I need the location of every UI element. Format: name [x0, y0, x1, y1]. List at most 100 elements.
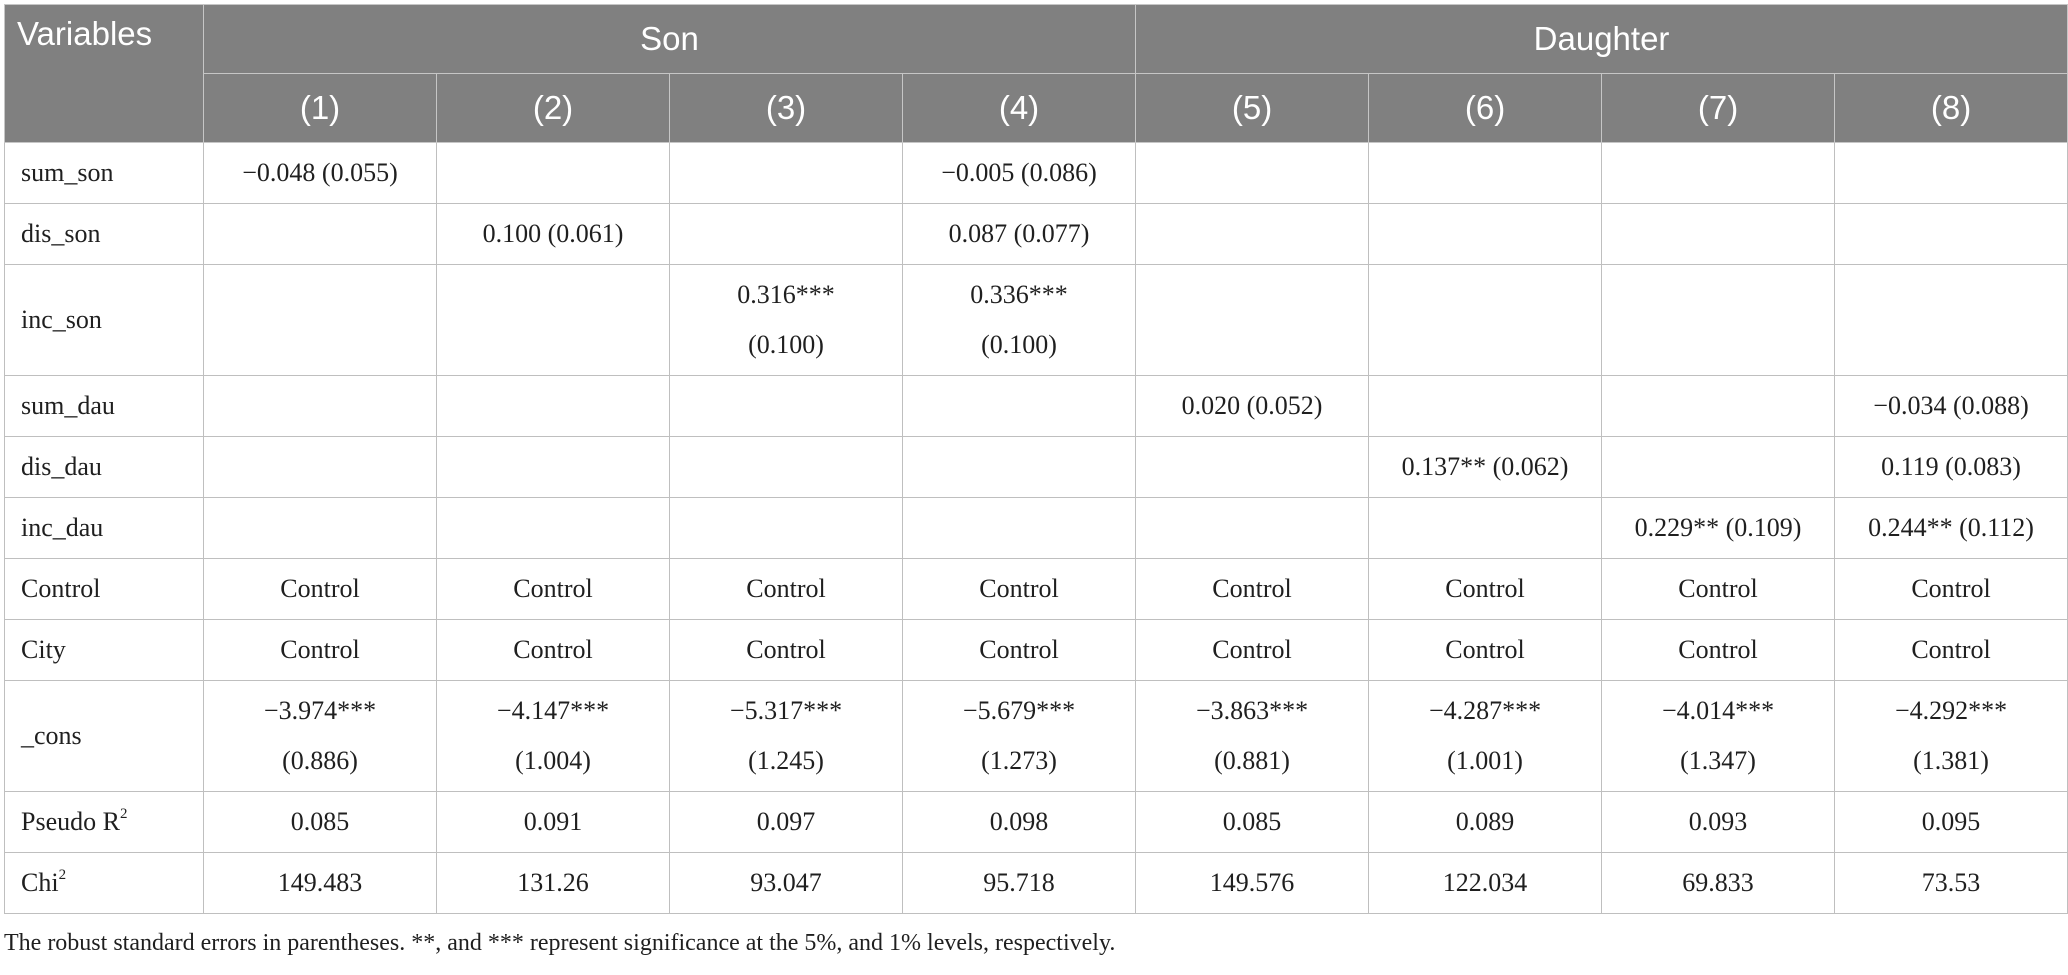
- row-label-text: Chi: [21, 868, 59, 897]
- table-row: Chi2 149.483 131.26 93.047 95.718 149.576 122.…: [4, 852, 2068, 914]
- table-cell: [1135, 203, 1370, 265]
- table-cell: Control: [203, 619, 437, 681]
- cell-std-error: (1.381): [1913, 746, 1989, 775]
- table-cell: [1135, 497, 1370, 559]
- table-body: sum_son −0.048 (0.055) −0.005 (0.086) dis_s…: [4, 142, 2068, 914]
- table-cell: [436, 142, 670, 204]
- table-cell: −4.014*** (1.347): [1601, 680, 1836, 792]
- table-cell: −0.034 (0.088): [1834, 375, 2068, 437]
- row-label: Control: [4, 558, 204, 620]
- row-label: City: [4, 619, 204, 681]
- table-cell: 0.085: [1135, 791, 1370, 853]
- cell-std-error: (1.347): [1680, 746, 1756, 775]
- cell-std-error: (0.100): [981, 330, 1057, 359]
- row-label: inc_son: [4, 264, 204, 376]
- cell-std-error: (1.001): [1447, 746, 1523, 775]
- table-row: dis_dau 0.137** (0.062) 0.119 (0.083): [4, 436, 2068, 498]
- row-label: inc_dau: [4, 497, 204, 559]
- cell-coefficient: −5.317***: [729, 696, 843, 725]
- row-label-text: sum_dau: [21, 391, 115, 420]
- cell-std-error: (0.881): [1214, 746, 1290, 775]
- cell-coefficient: −3.974***: [263, 696, 377, 725]
- table-cell: 0.089: [1368, 791, 1603, 853]
- table-cell: 0.095: [1834, 791, 2068, 853]
- table-cell: Control: [436, 619, 670, 681]
- cell-std-error: (1.004): [515, 746, 591, 775]
- table-cell: 0.097: [669, 791, 903, 853]
- header-row-groups: Variables Son Daughter: [4, 4, 2068, 143]
- row-label-text: _cons: [21, 721, 82, 750]
- row-label-text: dis_dau: [21, 452, 102, 481]
- regression-table: Variables Son Daughter (1) (2) (3) (4) (…: [4, 4, 2068, 914]
- regression-table-container: Variables Son Daughter (1) (2) (3) (4) (…: [4, 4, 2068, 914]
- table-cell: 0.100 (0.061): [436, 203, 670, 265]
- group-header-daughter: Daughter: [1135, 4, 2068, 74]
- table-cell: [1601, 142, 1836, 204]
- table-row: dis_son 0.100 (0.061) 0.087 (0.077): [4, 203, 2068, 265]
- table-cell: [1834, 142, 2068, 204]
- cell-std-error: (0.886): [282, 746, 358, 775]
- column-header: (7): [1601, 73, 1836, 143]
- table-row: Pseudo R2 0.085 0.091 0.097 0.098 0.085 0.089 0…: [4, 791, 2068, 853]
- table-cell: Control: [203, 558, 437, 620]
- table-header: Variables Son Daughter (1) (2) (3) (4) (…: [4, 4, 2068, 143]
- column-header: (3): [669, 73, 903, 143]
- table-cell: [669, 375, 903, 437]
- table-cell: 0.137** (0.062): [1368, 436, 1603, 498]
- table-cell: 149.576: [1135, 852, 1370, 914]
- cell-coefficient: −4.292***: [1894, 696, 2008, 725]
- table-cell: −4.287*** (1.001): [1368, 680, 1603, 792]
- cell-coefficient: −5.679***: [962, 696, 1076, 725]
- cell-coefficient: −4.147***: [496, 696, 610, 725]
- row-label-text: City: [21, 635, 66, 664]
- column-header: (6): [1368, 73, 1603, 143]
- table-cell: −4.147*** (1.004): [436, 680, 670, 792]
- column-header: (4): [901, 73, 1137, 143]
- table-cell: [1601, 203, 1836, 265]
- table-footnote: The robust standard errors in parenthese…: [4, 930, 1116, 956]
- row-label-text: Control: [21, 574, 101, 603]
- table-cell: 0.229** (0.109): [1601, 497, 1836, 559]
- table-cell: [901, 436, 1137, 498]
- table-row: _cons −3.974*** (0.886) −4.147*** (1.004) −5.…: [4, 680, 2068, 792]
- table-cell: 122.034: [1368, 852, 1603, 914]
- cell-coefficient: 0.336***: [970, 280, 1068, 309]
- table-cell: Control: [901, 558, 1137, 620]
- header-row-columns: (1) (2) (3) (4) (5) (6) (7) (8): [5, 73, 2068, 143]
- cell-std-error: (0.100): [748, 330, 824, 359]
- table-cell: Control: [1368, 619, 1603, 681]
- table-cell: [1601, 264, 1836, 376]
- row-label-text: inc_son: [21, 305, 102, 334]
- column-header: (2): [436, 73, 670, 143]
- table-cell: [901, 497, 1137, 559]
- table-cell: [436, 497, 670, 559]
- table-row: inc_son 0.316*** (0.100) 0.336*** (0.100): [4, 264, 2068, 376]
- table-cell: [1368, 142, 1603, 204]
- cell-coefficient: −4.287***: [1428, 696, 1542, 725]
- table-cell: Control: [669, 558, 903, 620]
- table-cell: 0.119 (0.083): [1834, 436, 2068, 498]
- table-cell: Control: [669, 619, 903, 681]
- row-label: sum_dau: [4, 375, 204, 437]
- cell-coefficient: −4.014***: [1661, 696, 1775, 725]
- table-cell: [1834, 264, 2068, 376]
- cell-std-error: (1.273): [981, 746, 1057, 775]
- table-cell: [203, 375, 437, 437]
- table-cell: [1601, 436, 1836, 498]
- row-label-superscript: 2: [119, 806, 128, 823]
- table-cell: Control: [1601, 558, 1836, 620]
- table-cell: [1368, 203, 1603, 265]
- table-cell: [901, 375, 1137, 437]
- row-label-text: inc_dau: [21, 513, 104, 542]
- table-cell: 69.833: [1601, 852, 1836, 914]
- table-cell: [669, 497, 903, 559]
- table-cell: [203, 436, 437, 498]
- table-cell: [1135, 142, 1370, 204]
- table-cell: [436, 436, 670, 498]
- table-cell: 0.098: [901, 791, 1137, 853]
- table-cell: [1368, 264, 1603, 376]
- table-cell: Control: [1601, 619, 1836, 681]
- row-label: sum_son: [4, 142, 204, 204]
- cell-coefficient: −3.863***: [1195, 696, 1309, 725]
- table-cell: 0.093: [1601, 791, 1836, 853]
